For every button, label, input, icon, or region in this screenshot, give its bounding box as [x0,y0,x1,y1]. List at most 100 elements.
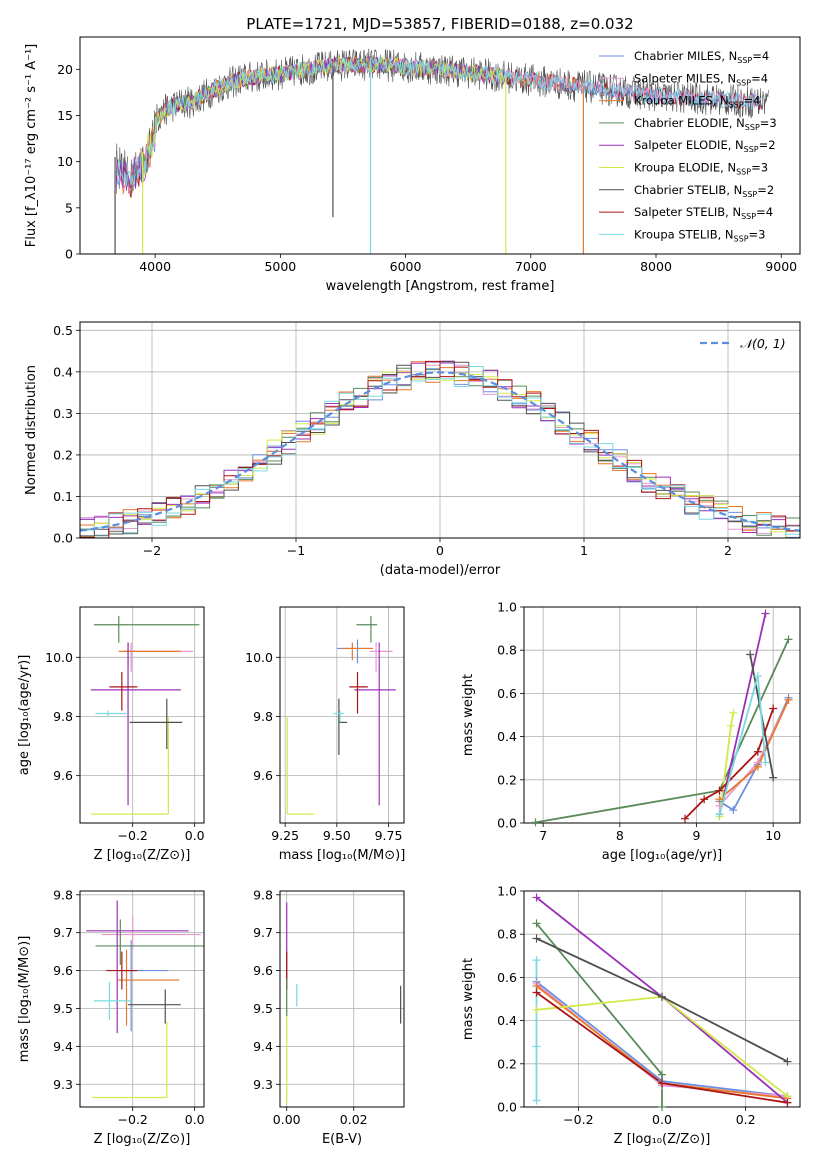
histogram-step [80,360,800,538]
x-tick-label: 6000 [390,259,422,274]
residuals-legend: 𝒩(0, 1) [700,336,786,351]
x-axis-label: Z [log₁₀(Z/Z⊙)] [94,848,191,863]
legend-label-suffix: =4 [752,49,769,63]
x-tick-label: 4000 [139,259,171,274]
series-line [535,639,790,823]
age-vs-mass-axes: 9.25 9.50 9.75 9.6 9.8 10.0 mass [log₁₀(M/M⊙)] [245,606,405,863]
data-point-marker [783,1098,792,1107]
y-tick-label: 0.4 [497,729,517,744]
legend-label: Chabrier MILES, NSSP=4 [634,49,769,65]
y-tick-label: 0.6 [497,686,517,701]
legend-label-suffix: =4 [744,94,761,108]
legend-label-suffix: =2 [757,183,774,197]
histogram-step [80,366,800,535]
legend-label-sub: SSP [744,145,759,154]
legend-label-sub: SSP [737,56,752,65]
y-tick-label: 0.6 [497,970,517,985]
data-point-marker [700,795,709,804]
x-tick-label: 9000 [765,259,797,274]
legend-label: Chabrier STELIB, NSSP=2 [634,183,774,199]
data-point-marker [532,988,541,997]
y-tick-label: 9.3 [53,1077,73,1092]
legend-label-sub: SSP [741,212,756,221]
data-point-marker [769,704,778,713]
legend-label: Kroupa MILES, NSSP=4 [634,94,760,110]
data-point-marker [532,1005,541,1014]
y-tick-label: 9.5 [53,1001,73,1016]
x-tick-label: 5000 [264,259,296,274]
data-point-marker [729,708,738,717]
y-tick-label: 0.2 [53,447,73,462]
data-point-marker [753,747,762,756]
data-point-marker [532,919,541,928]
y-tick-label: 0.4 [53,364,73,379]
y-axis-label: mass weight [461,958,476,1040]
spectrum-line [142,55,506,177]
series-line [718,613,767,815]
x-tick-label: −0.2 [118,828,148,843]
weight-vs-age-axes: 7 8 9 10 0.0 0.2 0.4 0.6 0.8 1.0 age [log₁₀(age/yr… [461,600,801,863]
weight-vs-Z-axes: −0.2 0.0 0.2 0.0 0.2 0.4 0.6 0.8 1.0 Z [log₁₀(Z/Z… [461,884,801,1147]
legend-label: Kroupa STELIB, NSSP=3 [634,227,765,243]
legend-label-sub: SSP [736,168,751,177]
age-vs-Z-frame [79,606,205,824]
x-tick-label: −1 [287,543,305,558]
data-point-marker [715,795,724,804]
data-point-marker [532,1096,541,1105]
y-tick-label: 9.7 [253,925,273,940]
legend-label: Chabrier ELODIE, NSSP=3 [634,116,777,132]
y-tick-label: 9.6 [253,963,273,978]
x-tick-label: 2 [724,543,732,558]
legend-label-suffix: =3 [751,161,768,175]
legend-label-suffix: =4 [751,71,768,85]
y-tick-label: 10 [57,154,73,169]
y-tick-label: 1.0 [497,600,517,615]
spectrum-axes: 4000 5000 6000 7000 8000 9000 0 5 10 15 20 waveleng… [24,36,801,294]
y-tick-label: 10.0 [245,650,273,665]
data-point-marker [715,786,724,795]
legend-label-text: Chabrier ELODIE, N [634,116,745,130]
y-tick-label: 15 [57,108,73,123]
x-axis-label: E(B-V) [322,1132,362,1147]
data-point-marker [729,806,738,815]
residuals-plot-area [80,360,800,538]
y-tick-label: 9.6 [53,963,73,978]
x-tick-label: 9.25 [271,828,299,843]
y-tick-label: 1.0 [497,884,517,899]
y-tick-label: 0 [65,247,73,262]
x-axis-label: Z [log₁₀(Z/Z⊙)] [614,1132,711,1147]
data-point-marker [681,814,689,823]
legend-label-suffix: =3 [749,227,766,241]
y-axis-label: Flux [f_λ10⁻¹⁷ erg cm⁻² s⁻¹ A⁻¹] [24,44,39,248]
data-point-marker [658,1103,666,1111]
spectrum-frame [79,36,801,255]
spectrum-line [115,56,584,195]
mass-vs-EBV-axes: 0.00 0.02 9.3 9.4 9.5 9.6 9.7 9.8 E(B-V) [253,887,405,1147]
weight-vs-age-frame [523,606,801,824]
legend-label: Salpeter MILES, NSSP=4 [634,71,768,87]
y-tick-label: 0.8 [497,643,517,658]
y-tick-label: 9.5 [253,1001,273,1016]
y-tick-label: 9.8 [53,887,73,902]
y-tick-label: 9.3 [253,1077,273,1092]
legend-label-text: Kroupa STELIB, N [634,227,734,241]
y-tick-label: 9.8 [253,709,273,724]
x-tick-label: 0.0 [652,1112,672,1127]
residuals-axes: −2 −1 0 1 2 0.0 0.1 0.2 0.3 0.4 0.5 (data-model)/er… [24,321,801,578]
x-tick-label: 9 [693,828,701,843]
y-tick-label: 0.2 [497,772,517,787]
data-point-marker [658,1079,666,1088]
x-axis-label: Z [log₁₀(Z/Z⊙)] [94,1132,191,1147]
data-point-marker [531,818,540,827]
x-tick-label: −2 [143,543,161,558]
y-axis-label: mass [log₁₀(M/M⊙)] [17,936,32,1063]
y-tick-label: 9.8 [53,709,73,724]
legend-label-sub: SSP [736,78,751,87]
x-tick-label: 7 [539,828,547,843]
data-point-marker [784,635,793,644]
x-axis-label: wavelength [Angstrom, rest frame] [326,279,555,294]
y-tick-label: 0.4 [497,1013,517,1028]
legend-label-sub: SSP [742,190,757,199]
data-point-marker [761,758,770,767]
